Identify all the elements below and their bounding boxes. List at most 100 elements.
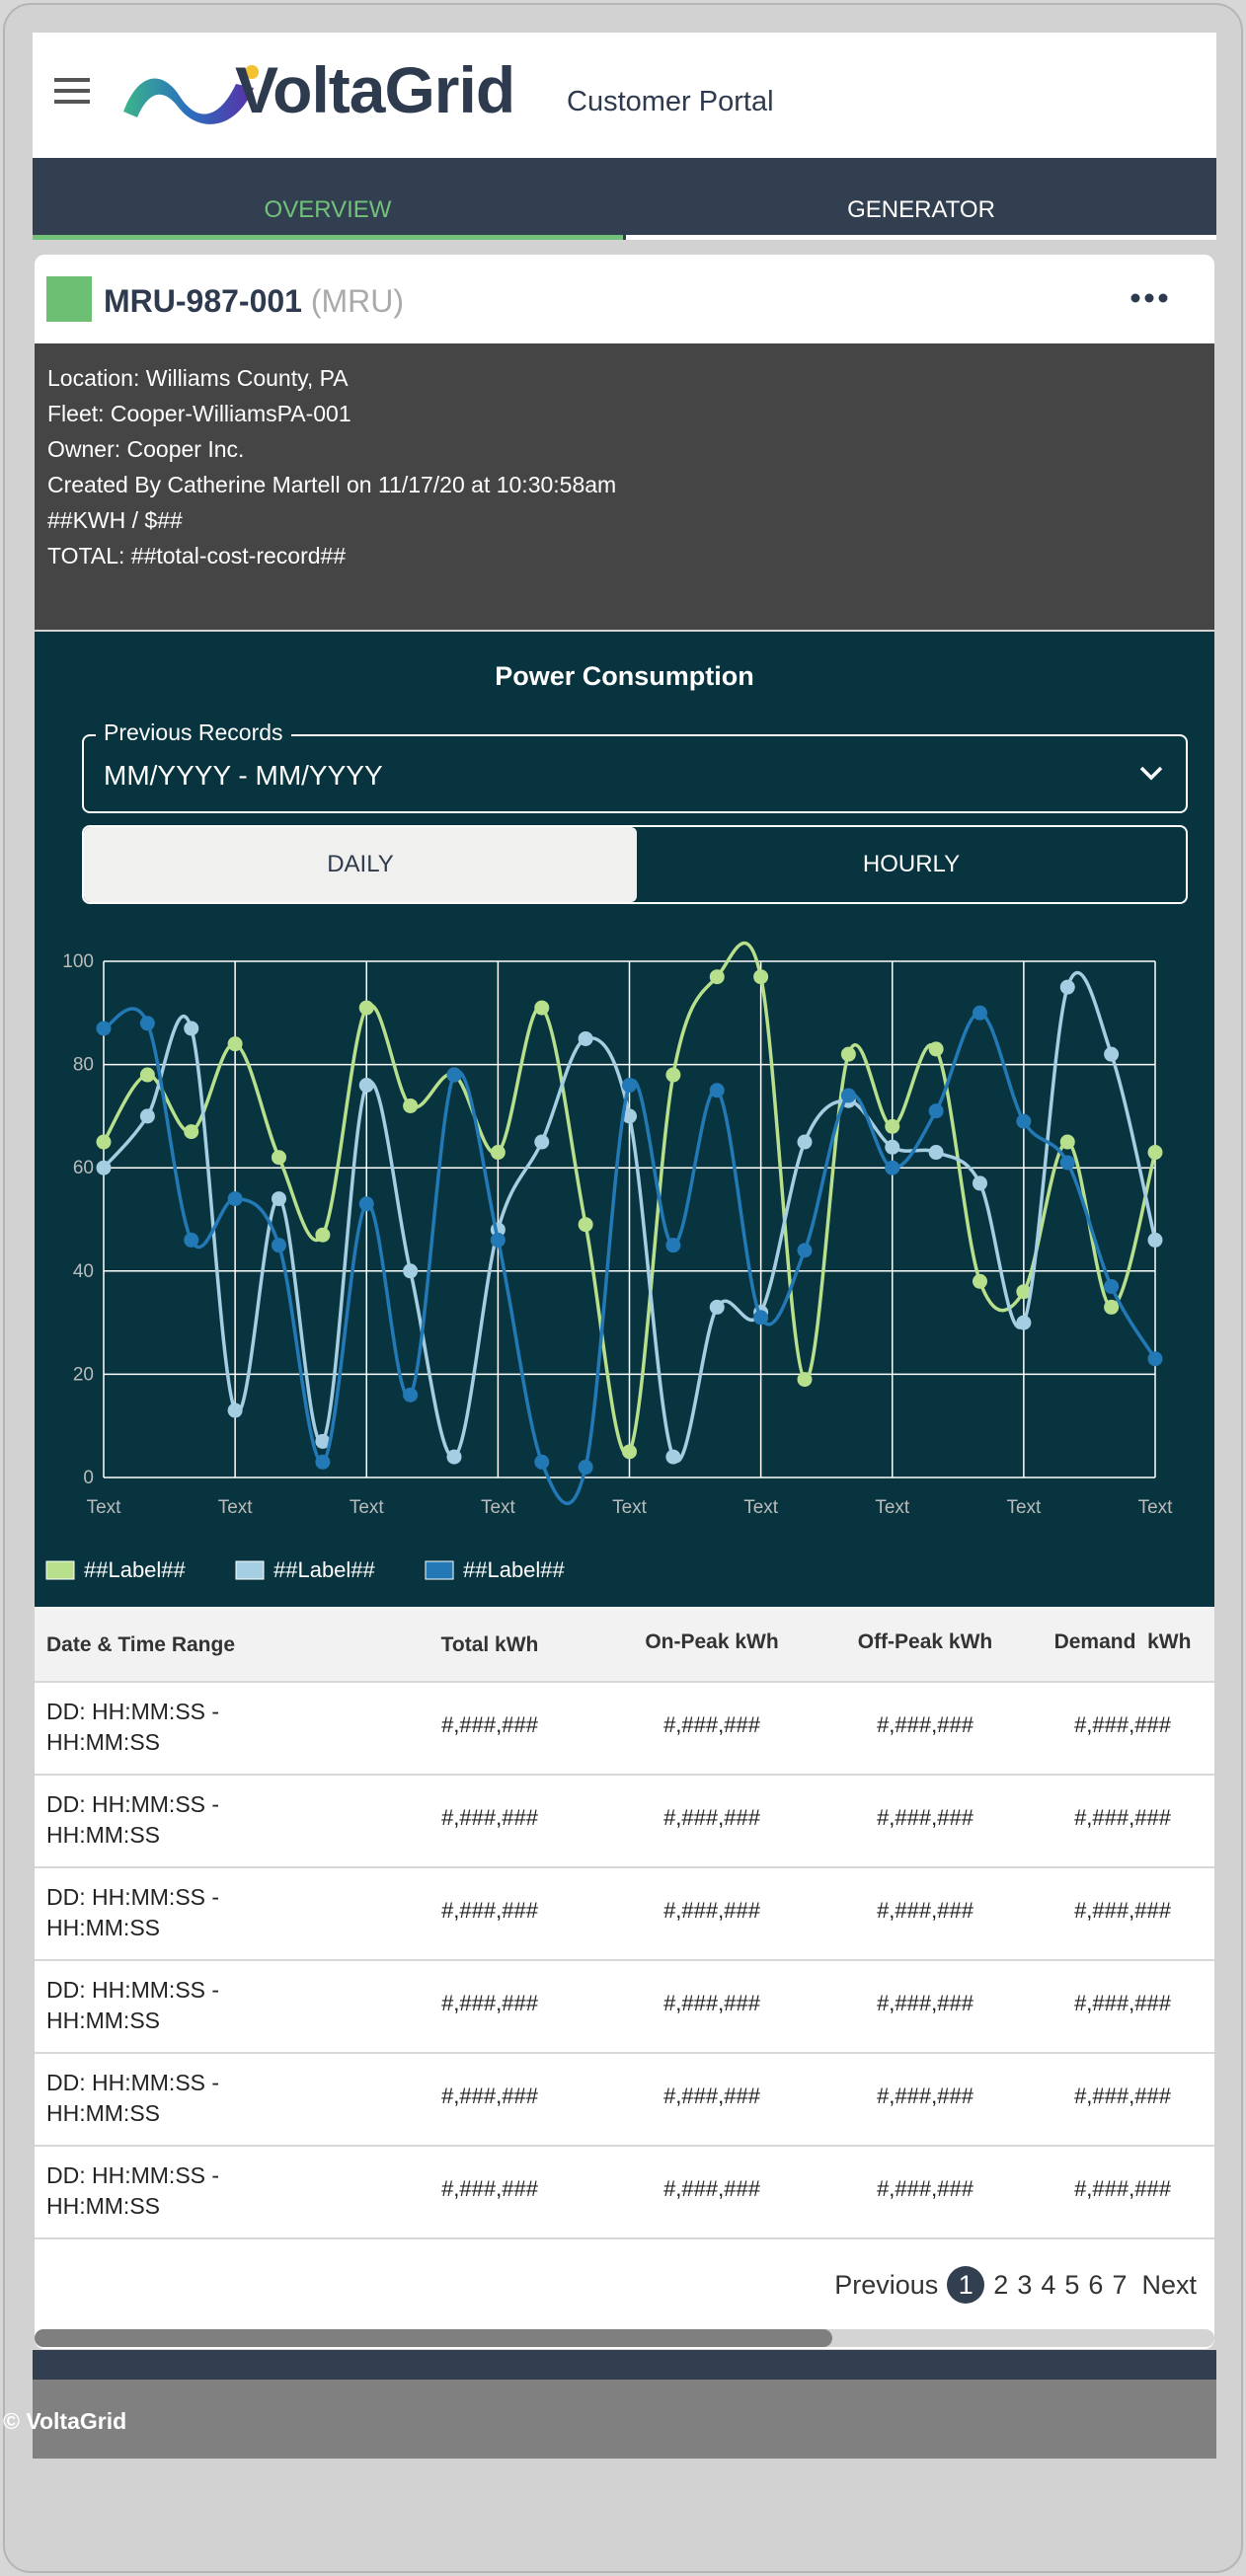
- table-row: DD: HH:MM:SS - HH:MM:SS #,###,### #,###,##…: [35, 1776, 1214, 1868]
- legend-label: ##Label##: [463, 1557, 566, 1582]
- page-number[interactable]: 7: [1112, 2269, 1128, 2300]
- chevron: [1139, 766, 1163, 781]
- y-tick-label: 40: [73, 1261, 94, 1282]
- point: [840, 1046, 856, 1062]
- brand: VoltaGrid: [235, 53, 515, 126]
- header-cell: On-Peak kWh: [645, 1630, 779, 1653]
- table-row: DD: HH:MM:SS - HH:MM:SS #,###,### #,###,##…: [35, 1683, 1214, 1776]
- point: [973, 1273, 987, 1289]
- detail-line: TOTAL: ##total-cost-record##: [47, 543, 347, 568]
- unit-id: MRU-987-001: [104, 283, 302, 319]
- pagination: Previous 1 2 3 4 5 6 7 Next: [834, 2266, 1197, 2304]
- point: [1059, 1134, 1075, 1150]
- point: [227, 1036, 243, 1052]
- point: [227, 1402, 243, 1418]
- point: [578, 1217, 593, 1233]
- page-number[interactable]: 5: [1064, 2269, 1080, 2300]
- footer: [33, 2380, 1216, 2459]
- y-tick-label: 60: [73, 1158, 94, 1178]
- x-tick-label: Text: [1006, 1497, 1042, 1518]
- table-row: DD: HH:MM:SS - HH:MM:SS #,###,### #,###,##…: [35, 1961, 1214, 2054]
- page-number[interactable]: 1: [947, 2266, 985, 2304]
- x-tick-label: Text: [481, 1497, 516, 1518]
- point: [403, 1387, 419, 1402]
- table-cell: #,###,###: [441, 2176, 538, 2201]
- point: [797, 1372, 813, 1388]
- point: [1147, 1145, 1163, 1161]
- portal-title: Customer Portal: [567, 86, 774, 117]
- page-next[interactable]: Next: [1141, 2269, 1197, 2300]
- point: [753, 1310, 769, 1326]
- x-tick-label: Text: [875, 1497, 910, 1518]
- detail-line: Fleet: Cooper-WilliamsPA-001: [47, 401, 351, 426]
- point: [403, 1098, 419, 1113]
- detail-line: Owner: Cooper Inc.: [47, 436, 245, 462]
- toggle-option[interactable]: HOURLY: [862, 851, 961, 877]
- point: [973, 1175, 987, 1191]
- table-cell: #,###,###: [877, 1898, 973, 1923]
- line-chart: 0 20 40 60 80 100 Text Text Text Text Text Text Text…: [45, 941, 1174, 1582]
- point: [490, 1145, 506, 1161]
- page-number[interactable]: 3: [1017, 2269, 1033, 2300]
- table-header: Date & Time Range Total kWh On-Peak kWh Off…: [35, 1607, 1214, 1683]
- point: [1059, 979, 1075, 995]
- unit-tag: (MRU): [310, 283, 405, 319]
- tab[interactable]: GENERATOR: [626, 158, 1216, 240]
- status-square: [46, 276, 92, 322]
- toggle-option[interactable]: DAILY: [84, 827, 637, 902]
- point: [490, 1232, 506, 1248]
- table-cell: DD: HH:MM:SS - HH:MM:SS: [46, 2070, 220, 2126]
- point: [622, 1444, 637, 1460]
- point: [139, 1067, 155, 1083]
- point: [272, 1150, 286, 1166]
- dropdown[interactable]: Previous Records MM/YYYY - MM/YYYY: [82, 720, 1188, 813]
- more-menu[interactable]: [1130, 292, 1170, 304]
- x-tick-label: Text: [87, 1497, 122, 1518]
- table-cell: #,###,###: [441, 2084, 538, 2108]
- point: [709, 1299, 725, 1315]
- point: [885, 1118, 900, 1134]
- point: [358, 1078, 374, 1094]
- point: [1016, 1113, 1032, 1129]
- point: [928, 1103, 944, 1119]
- table-cell: #,###,###: [877, 2084, 973, 2108]
- point: [534, 1000, 550, 1016]
- legend-label: ##Label##: [84, 1557, 187, 1582]
- point: [578, 1030, 593, 1046]
- y-tick-label: 0: [83, 1468, 94, 1488]
- point: [96, 1021, 112, 1036]
- x-tick-label: Text: [1138, 1497, 1174, 1518]
- unit-title: MRU-987-001 (MRU): [104, 283, 404, 320]
- logo-mark: [123, 65, 259, 124]
- page-number[interactable]: 6: [1088, 2269, 1104, 2300]
- table-cell: #,###,###: [1074, 2084, 1171, 2108]
- page-prev[interactable]: Previous: [834, 2269, 939, 2300]
- x-tick-label: Text: [612, 1497, 648, 1518]
- table-cell: #,###,###: [663, 1712, 760, 1737]
- point: [1104, 1299, 1120, 1315]
- page-number[interactable]: 4: [1041, 2269, 1056, 2300]
- table-cell: DD: HH:MM:SS - HH:MM:SS: [46, 2162, 220, 2219]
- tab[interactable]: OVERVIEW: [33, 158, 623, 240]
- table-cell: #,###,###: [877, 1712, 973, 1737]
- table-cell: #,###,###: [441, 1805, 538, 1830]
- point: [96, 1160, 112, 1175]
- legend-swatch: [235, 1560, 265, 1580]
- point: [315, 1454, 331, 1470]
- menu-icon[interactable]: [54, 76, 94, 106]
- point: [753, 969, 769, 985]
- point: [1059, 1155, 1075, 1171]
- header-cell: Total kWh: [440, 1633, 539, 1656]
- header-cell: Demand kWh: [1053, 1630, 1192, 1653]
- point: [1104, 1046, 1120, 1062]
- table-cell: DD: HH:MM:SS - HH:MM:SS: [46, 1884, 220, 1940]
- point: [665, 1067, 681, 1083]
- legend-swatch: [425, 1560, 454, 1580]
- table-cell: #,###,###: [441, 1712, 538, 1737]
- table-cell: #,###,###: [1074, 2176, 1171, 2201]
- scrollbar-thumb[interactable]: [35, 2329, 832, 2347]
- point: [1016, 1315, 1032, 1330]
- page-number[interactable]: 2: [993, 2269, 1009, 2300]
- point: [446, 1067, 462, 1083]
- point: [709, 1083, 725, 1099]
